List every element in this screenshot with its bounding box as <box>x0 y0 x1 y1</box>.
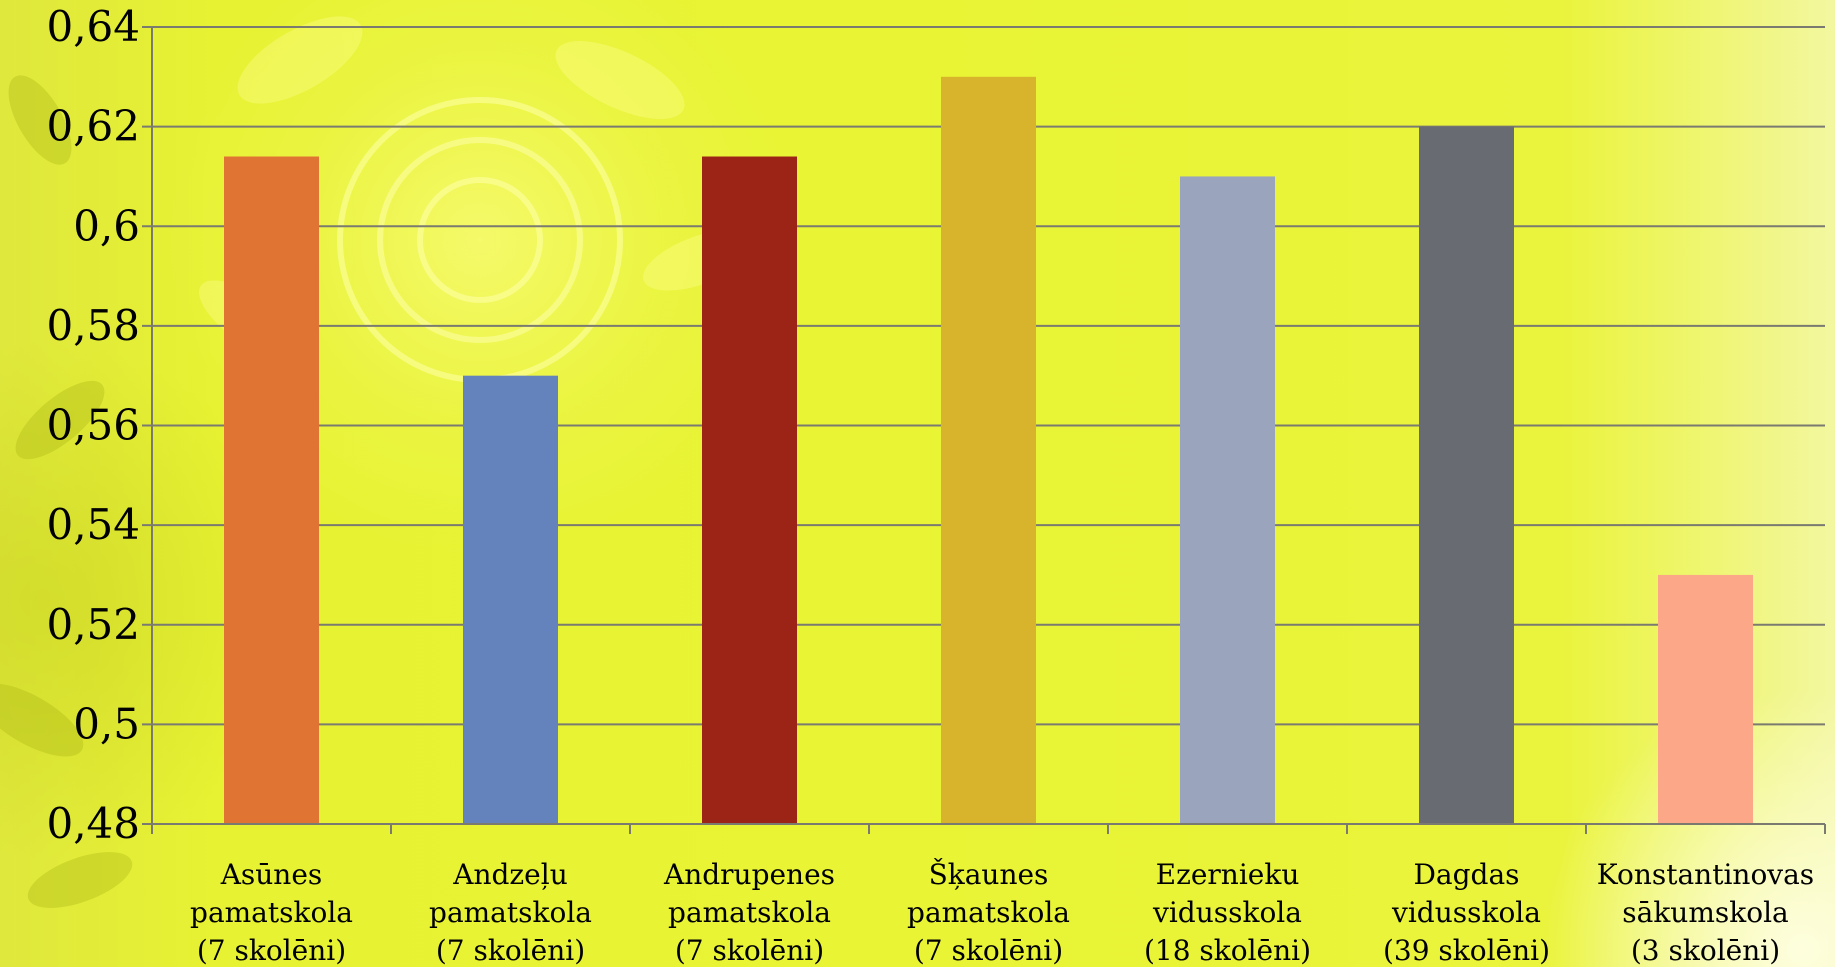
y-axis-tick-labels: 0,48 0,5 0,52 0,54 0,56 0,58 0,6 0,62 0,64 <box>46 2 140 848</box>
x-category-label-line: pamatskola <box>907 896 1070 929</box>
x-category-label-line: pamatskola <box>190 896 353 929</box>
x-category-label-line: vidusskola <box>1152 896 1302 929</box>
x-category-label: Asūnes pamatskola (7 skolēni) <box>190 858 353 967</box>
x-category-label: Šķaunes pamatskola (7 skolēni) <box>907 857 1070 967</box>
bar <box>224 156 319 824</box>
x-category-label-line: Andrupenes <box>663 858 835 891</box>
x-category-label-line: Asūnes <box>220 858 323 891</box>
bar <box>1658 574 1753 824</box>
y-tick-label: 0,5 <box>73 699 140 748</box>
bar <box>1180 176 1275 824</box>
y-tick-label: 0,54 <box>46 500 140 549</box>
x-category-label-line: (7 skolēni) <box>197 934 346 967</box>
axes <box>142 26 1826 834</box>
x-category-label: Dagdas vidusskola (39 skolēni) <box>1383 858 1550 967</box>
y-tick-label: 0,6 <box>73 201 140 250</box>
bar <box>702 156 797 824</box>
x-category-label-line: (3 skolēni) <box>1631 934 1780 967</box>
x-category-label-line: (39 skolēni) <box>1383 934 1550 967</box>
x-category-label-line: Šķaunes <box>929 857 1049 891</box>
y-tick-label: 0,64 <box>46 2 140 51</box>
x-category-label: Andzeļu pamatskola (7 skolēni) <box>429 858 592 967</box>
x-category-label: Konstantinovas sākumskola (3 skolēni) <box>1597 858 1814 967</box>
x-category-label-line: Konstantinovas <box>1597 858 1814 891</box>
x-category-label-line: pamatskola <box>668 896 831 929</box>
x-axis-category-labels: Asūnes pamatskola (7 skolēni) Andzeļu pamats… <box>190 857 1814 967</box>
x-category-label-line: (7 skolēni) <box>914 934 1063 967</box>
x-category-label-line: vidusskola <box>1391 896 1541 929</box>
y-tick-label: 0,48 <box>46 799 140 848</box>
x-category-label-line: (18 skolēni) <box>1144 934 1311 967</box>
x-category-label: Ezernieku vidusskola (18 skolēni) <box>1144 858 1311 967</box>
y-tick-label: 0,52 <box>46 600 140 649</box>
x-category-label-line: (7 skolēni) <box>675 934 824 967</box>
bar <box>463 375 558 824</box>
x-category-label: Andrupenes pamatskola (7 skolēni) <box>663 858 835 967</box>
x-category-label-line: Ezernieku <box>1156 858 1300 891</box>
y-tick-label: 0,58 <box>46 301 140 350</box>
x-category-label-line: sākumskola <box>1622 896 1788 929</box>
y-tick-label: 0,56 <box>46 401 140 450</box>
x-category-label-line: (7 skolēni) <box>436 934 585 967</box>
bars <box>224 76 1753 824</box>
bar <box>1419 126 1514 824</box>
x-category-label-line: Dagdas <box>1413 858 1519 891</box>
bar <box>941 76 1036 824</box>
x-category-label-line: Andzeļu <box>452 858 568 891</box>
y-tick-label: 0,62 <box>46 102 140 151</box>
x-category-label-line: pamatskola <box>429 896 592 929</box>
